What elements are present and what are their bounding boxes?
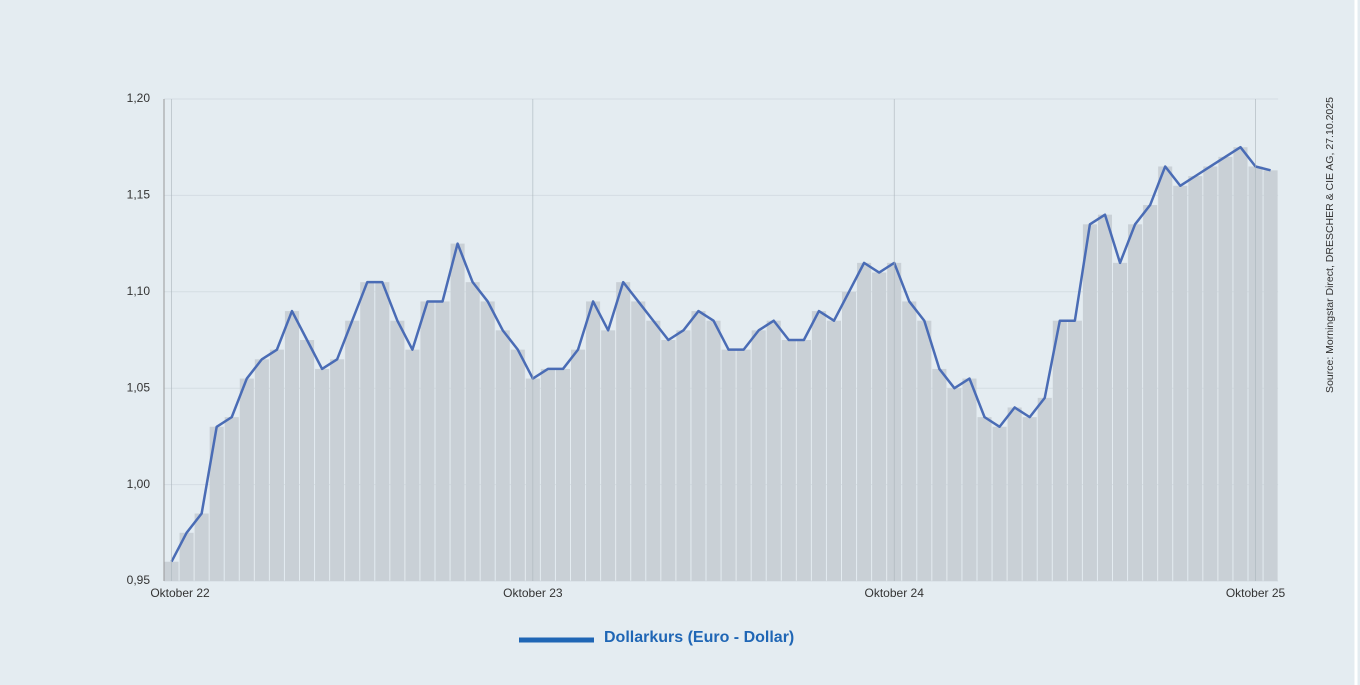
area-bar — [1097, 214, 1112, 581]
area-bar — [1173, 185, 1188, 581]
area-bar — [465, 282, 480, 581]
area-bar — [1158, 166, 1173, 582]
area-bar — [661, 340, 676, 581]
area-bar — [1143, 205, 1158, 582]
area-bar — [932, 368, 947, 581]
area-bar — [857, 262, 872, 581]
area-bar — [209, 426, 224, 581]
area-bar — [796, 340, 811, 581]
area-bar — [450, 243, 465, 581]
area-bar — [495, 330, 510, 581]
area-bar — [586, 301, 601, 581]
area-bar — [239, 378, 254, 581]
area-bar — [721, 349, 736, 581]
area-bar — [300, 340, 315, 581]
area-bar — [571, 349, 586, 581]
area-bar — [435, 301, 450, 581]
area-bar — [1082, 224, 1097, 581]
area-bar — [601, 330, 616, 581]
area-bar — [736, 349, 751, 581]
area-bar — [1037, 397, 1052, 581]
y-tick-label: 0,95 — [127, 573, 151, 587]
area-bar — [1188, 176, 1203, 581]
area-bar — [977, 417, 992, 581]
area-bar — [555, 368, 570, 581]
x-tick-label: Oktober 25 — [1226, 586, 1286, 600]
area-bar — [781, 340, 796, 581]
area-bar — [842, 291, 857, 581]
area-bar — [646, 320, 661, 581]
y-tick-label: 1,00 — [127, 477, 151, 491]
area-bar — [480, 301, 495, 581]
area-bar — [1218, 156, 1233, 581]
area-bar — [315, 368, 330, 581]
area-bar — [826, 320, 841, 581]
y-tick-label: 1,15 — [127, 188, 151, 202]
area-bar — [992, 426, 1007, 581]
area-bar — [194, 513, 209, 581]
area-bar — [676, 330, 691, 581]
area-bar — [1067, 320, 1082, 581]
area-bar — [1203, 166, 1218, 582]
area-bar — [390, 320, 405, 581]
legend-label: Dollarkurs (Euro - Dollar) — [604, 629, 794, 646]
y-tick-label: 1,20 — [127, 91, 151, 105]
area-bar — [1233, 147, 1248, 581]
area-bar — [872, 272, 887, 581]
area-bar — [706, 320, 721, 581]
area-bar — [330, 359, 345, 581]
area-bar — [902, 301, 917, 581]
area-bar — [224, 417, 239, 581]
x-tick-label: Oktober 23 — [503, 586, 563, 600]
area-bar — [811, 311, 826, 581]
area-bar — [284, 311, 299, 581]
area-bar — [766, 320, 781, 581]
area-bar — [1128, 224, 1143, 581]
area-bar — [1263, 170, 1278, 581]
area-bar — [420, 301, 435, 581]
area-bar — [345, 320, 360, 581]
area-bar — [917, 320, 932, 581]
source-note: Source: Morningstar Direct, DRESCHER & C… — [1324, 97, 1336, 393]
area-bar — [1052, 320, 1067, 581]
x-tick-label: Oktober 22 — [150, 586, 210, 600]
area-bar — [179, 532, 194, 581]
area-bar — [1022, 417, 1037, 581]
x-tick-label: Oktober 24 — [865, 586, 925, 600]
area-bar — [540, 368, 555, 581]
area-bar — [405, 349, 420, 581]
area-bar — [962, 378, 977, 581]
area-bar — [1007, 407, 1022, 581]
line — [170, 145, 1271, 563]
area-bar — [269, 349, 284, 581]
area-bar — [1113, 262, 1128, 581]
y-tick-label: 1,05 — [127, 380, 151, 394]
area-bar — [254, 359, 269, 581]
area-bar — [751, 330, 766, 581]
area-bar — [631, 301, 646, 581]
area-bar — [616, 282, 631, 581]
area-bar — [375, 282, 390, 581]
area-bar — [947, 388, 962, 581]
area-bar — [510, 349, 525, 581]
area-bar — [691, 311, 706, 581]
y-tick-label: 1,10 — [127, 284, 151, 298]
area-bar — [360, 282, 375, 581]
